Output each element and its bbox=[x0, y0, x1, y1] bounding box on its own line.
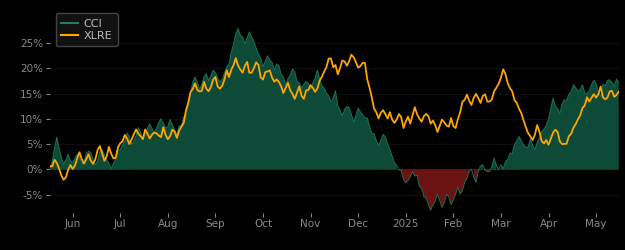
Legend: CCI, XLRE: CCI, XLRE bbox=[56, 13, 118, 46]
